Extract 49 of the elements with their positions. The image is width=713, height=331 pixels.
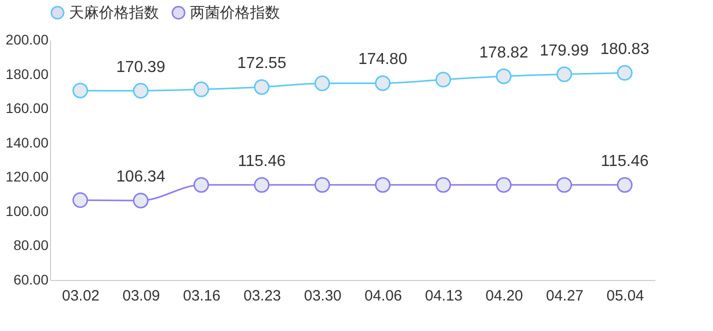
point [556,177,572,193]
data-label: 178.82 [479,44,528,62]
point [496,177,512,193]
point [435,72,452,88]
point [254,177,270,193]
point [193,82,210,98]
data-label: 172.55 [237,55,286,72]
x-tick-label: 03.02 [62,288,100,304]
point [254,79,270,95]
x-tick-label: 05.04 [606,288,644,304]
x-tick-label: 03.30 [304,288,342,304]
point [616,65,633,81]
y-tick-label: 200.00 [6,32,49,48]
point [314,76,330,92]
y-tick-label: 80.00 [13,237,49,254]
point [435,177,452,193]
point [374,75,391,92]
data-label: 170.39 [116,58,166,76]
point [496,68,512,84]
point [193,177,210,193]
legend-label: 天麻价格指数 [69,4,159,22]
point [314,177,330,193]
y-tick-label: 180.00 [6,66,49,82]
data-label: 180.83 [600,40,650,58]
y-tick-label: 60.00 [13,272,49,288]
point [374,177,391,193]
x-tick-label: 03.16 [182,288,221,304]
x-tick-label: 03.09 [122,288,160,304]
data-label: 115.46 [238,152,286,170]
x-tick-label: 04.27 [546,288,584,304]
y-tick-label: 120.00 [6,168,49,185]
y-tick-label: 100.00 [6,202,49,219]
data-label: 115.46 [600,152,649,170]
point [72,192,88,208]
point [72,82,88,98]
point [616,177,633,193]
data-label: 179.99 [540,42,589,60]
x-tick-label: 04.20 [485,288,524,304]
x-tick-label: 04.13 [424,288,463,304]
point [556,66,572,82]
data-label: 174.80 [358,51,408,68]
x-tick-label: 03.23 [243,288,282,304]
y-tick-label: 160.00 [6,100,49,116]
y-tick-label: 140.00 [6,134,49,150]
data-label: 106.34 [116,168,166,186]
point [132,82,149,99]
legend-label: 两菌价格指数 [190,4,280,22]
point [132,192,149,208]
x-tick-label: 04.06 [364,288,402,304]
